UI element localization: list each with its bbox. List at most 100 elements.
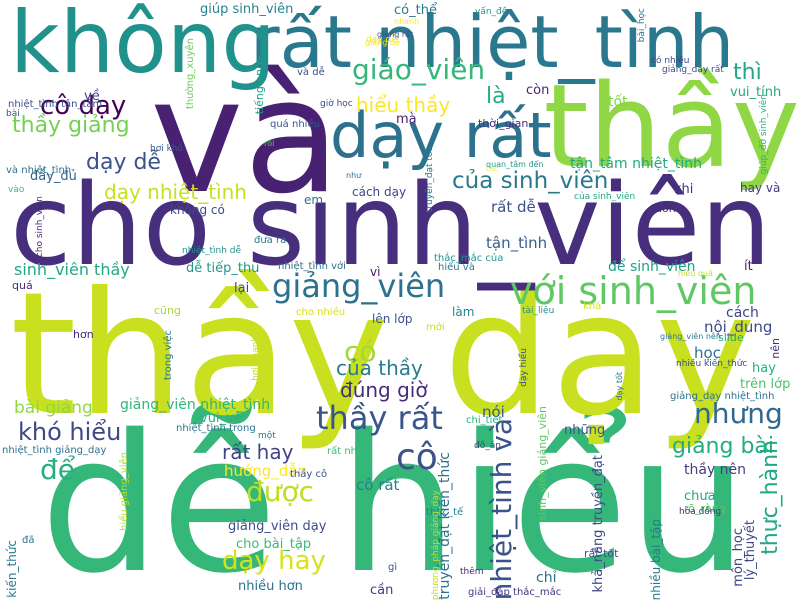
word-da: đã — [22, 535, 35, 546]
word-vao: vào — [8, 185, 25, 195]
word-thay-day: thầy dạy — [10, 256, 756, 454]
word-sinh-vien-thay: sinh_viên thầy — [14, 260, 130, 279]
word-hoa-dong: hòa đồng — [679, 507, 722, 517]
word-tot: tốt — [608, 94, 628, 110]
word-giang-rat: giảng rất — [377, 30, 414, 39]
word-rat-nhieu: rất nhiều — [327, 446, 373, 457]
word-noi-dung: nội_dung — [704, 318, 773, 336]
word-de: để — [40, 453, 75, 486]
word-truyen-dat-tot: truyền_đạt tốt — [425, 148, 435, 213]
word-day-de: dạy dễ — [86, 150, 161, 175]
word-giang-vien-day: giảng_viên dạy — [228, 519, 327, 534]
word-hieu-va: hiểu và — [438, 262, 475, 273]
word-ly-thuyet: lý_thuyết — [743, 520, 758, 581]
word-thay-nen: thầy nên — [684, 462, 747, 478]
word-hieu-thay: hiểu thầy — [356, 93, 451, 117]
word-tan-tam-nhiet-tinh: tận_tâm nhiệt_tình — [570, 156, 702, 172]
word-thoi-gian: thời_gian — [478, 117, 529, 130]
word-em: em — [304, 193, 324, 207]
word-thuc-te: thực_tế — [426, 507, 464, 518]
word-rat-de: rất dễ — [491, 198, 536, 216]
word-chua: chưa — [684, 489, 716, 504]
word-thay-rat: thầy rất — [316, 399, 443, 437]
word-vui-tinh: vui_tính — [730, 85, 782, 100]
word-tren-lop: trên lớp — [740, 377, 791, 392]
word-ve: về — [84, 89, 100, 104]
word-de-tiep-thu: dễ tiếp_thu — [186, 261, 260, 276]
word-chi-tiet: chi_tiết — [466, 415, 503, 426]
word-nhiet-tinh-de: nhiệt_tình dễ — [182, 246, 242, 256]
word-va-nhiet-tinh: và nhiệt_tình — [6, 165, 72, 176]
word-tan-tinh: tận_tình — [486, 234, 548, 252]
word-giang-vien-nen: giảng_viên nên — [660, 332, 721, 341]
word-day-de: dạy dễ — [366, 35, 397, 45]
word-huong-dan: hướng_dẫn — [224, 462, 307, 480]
word-giang-vien-nhiet-tinh: giảng_viên nhiệt_tình — [120, 397, 271, 413]
word-co: cô — [396, 437, 438, 478]
word-can: cần — [370, 583, 394, 598]
word-hoi-nhanh: hơi nhanh — [251, 336, 261, 381]
word-qua: quá — [12, 279, 33, 292]
word-vui-ve: vui_vẻ — [200, 411, 242, 426]
word-thi: thì — [733, 60, 762, 85]
word-duoc: được — [246, 475, 315, 508]
word-hieu-giang-vien: hiểu giảng_viên — [119, 452, 130, 531]
word-giup-do-sinh-vien: giúp_đỡ sinh_viên — [759, 94, 769, 175]
word-len-lop: lên lớp — [372, 312, 413, 326]
word-giup-sinh-vien: giúp sinh_viên — [200, 2, 294, 17]
word-dung-gio: đúng giờ — [340, 378, 428, 402]
word-thay-co: thầy cô — [290, 469, 328, 480]
word-nen: nên — [769, 338, 782, 359]
word-ma: mà — [396, 112, 417, 127]
word-cho-sinh-vien: cho sinh_viên — [10, 161, 772, 291]
word-co: có — [344, 335, 377, 368]
word-vi: vì — [370, 265, 381, 279]
word-thay-giang: thầy giảng — [12, 113, 130, 138]
word-thay: thầy — [543, 60, 800, 194]
word-trong-viec: trong việc — [163, 330, 174, 381]
word-roi: rồi — [264, 139, 275, 148]
word-cach: cách — [726, 305, 759, 321]
word-giang-day-rat: giảng_dạy rất — [662, 65, 724, 75]
word-rat-tot: rất tốt — [584, 547, 619, 560]
word-sinh-vien-giang-vien: sinh_viên giảng_viên — [536, 406, 549, 521]
word-noi: nói — [482, 403, 505, 421]
word-hay-va: hay và — [740, 181, 781, 195]
word-luon: luôn — [652, 202, 676, 215]
word-ro-rang: rõ_ràng — [684, 502, 726, 515]
word-it: ít — [744, 259, 753, 274]
word-day-nhiet-tinh: dạy nhiệt_tình — [104, 180, 247, 204]
word-nhung: nhưng — [694, 397, 783, 430]
word-giang-vien: giảng_viên — [272, 267, 446, 305]
word-va: và — [150, 45, 341, 229]
word-nhanh: nhanh — [394, 17, 420, 26]
word-cung: cũng — [154, 304, 181, 317]
word-cho-bai-tap: cho bài_tập — [236, 537, 312, 552]
word-cho-sinh-vien: cho sinh_viên — [35, 196, 45, 258]
word-co-day: cô dạy — [40, 91, 127, 121]
word-rat-nhiet-tinh: rất nhiệt_tình — [250, 0, 735, 84]
word-cac: các — [486, 165, 498, 173]
word-nhieu-kien-thuc: nhiều kiến_thức — [676, 359, 748, 369]
word-tieng-anh: tiếng anh — [253, 62, 266, 115]
word-giang-de: giảng dễ — [365, 38, 400, 47]
word-khong: không — [10, 0, 277, 93]
word-kho-hieu: khó hiểu — [18, 418, 122, 446]
word-hoc: học — [694, 344, 721, 362]
word-gi: gì — [388, 562, 398, 573]
word-thac-mac-cua: thắc_mắc của — [434, 253, 504, 264]
word-co-the: có_thể — [394, 3, 437, 18]
word-cua-sinh-vien: của sinh_viên — [452, 168, 609, 194]
word-lam: làm — [452, 305, 475, 319]
word-cua-sinh-vien: của sinh_viên — [574, 192, 636, 202]
word-kien-thuc: kiến_thức — [5, 540, 19, 598]
word-nhieu-bai-tap: nhiều bài_tập — [649, 518, 663, 600]
word-moi: mới — [426, 322, 445, 333]
word-slide: slide — [718, 331, 744, 344]
word-day-du: đầy_đủ — [30, 169, 77, 184]
word-day-hay: dạy hay — [222, 546, 326, 576]
word-nhiet-tinh-trong: nhiệt_tình trong — [176, 423, 256, 434]
word-la: là — [486, 84, 506, 109]
word-giai-dap-thac-mac: giải_đáp thắc_mắc — [468, 587, 562, 598]
word-hoi-kho: hơi khó — [150, 144, 183, 154]
